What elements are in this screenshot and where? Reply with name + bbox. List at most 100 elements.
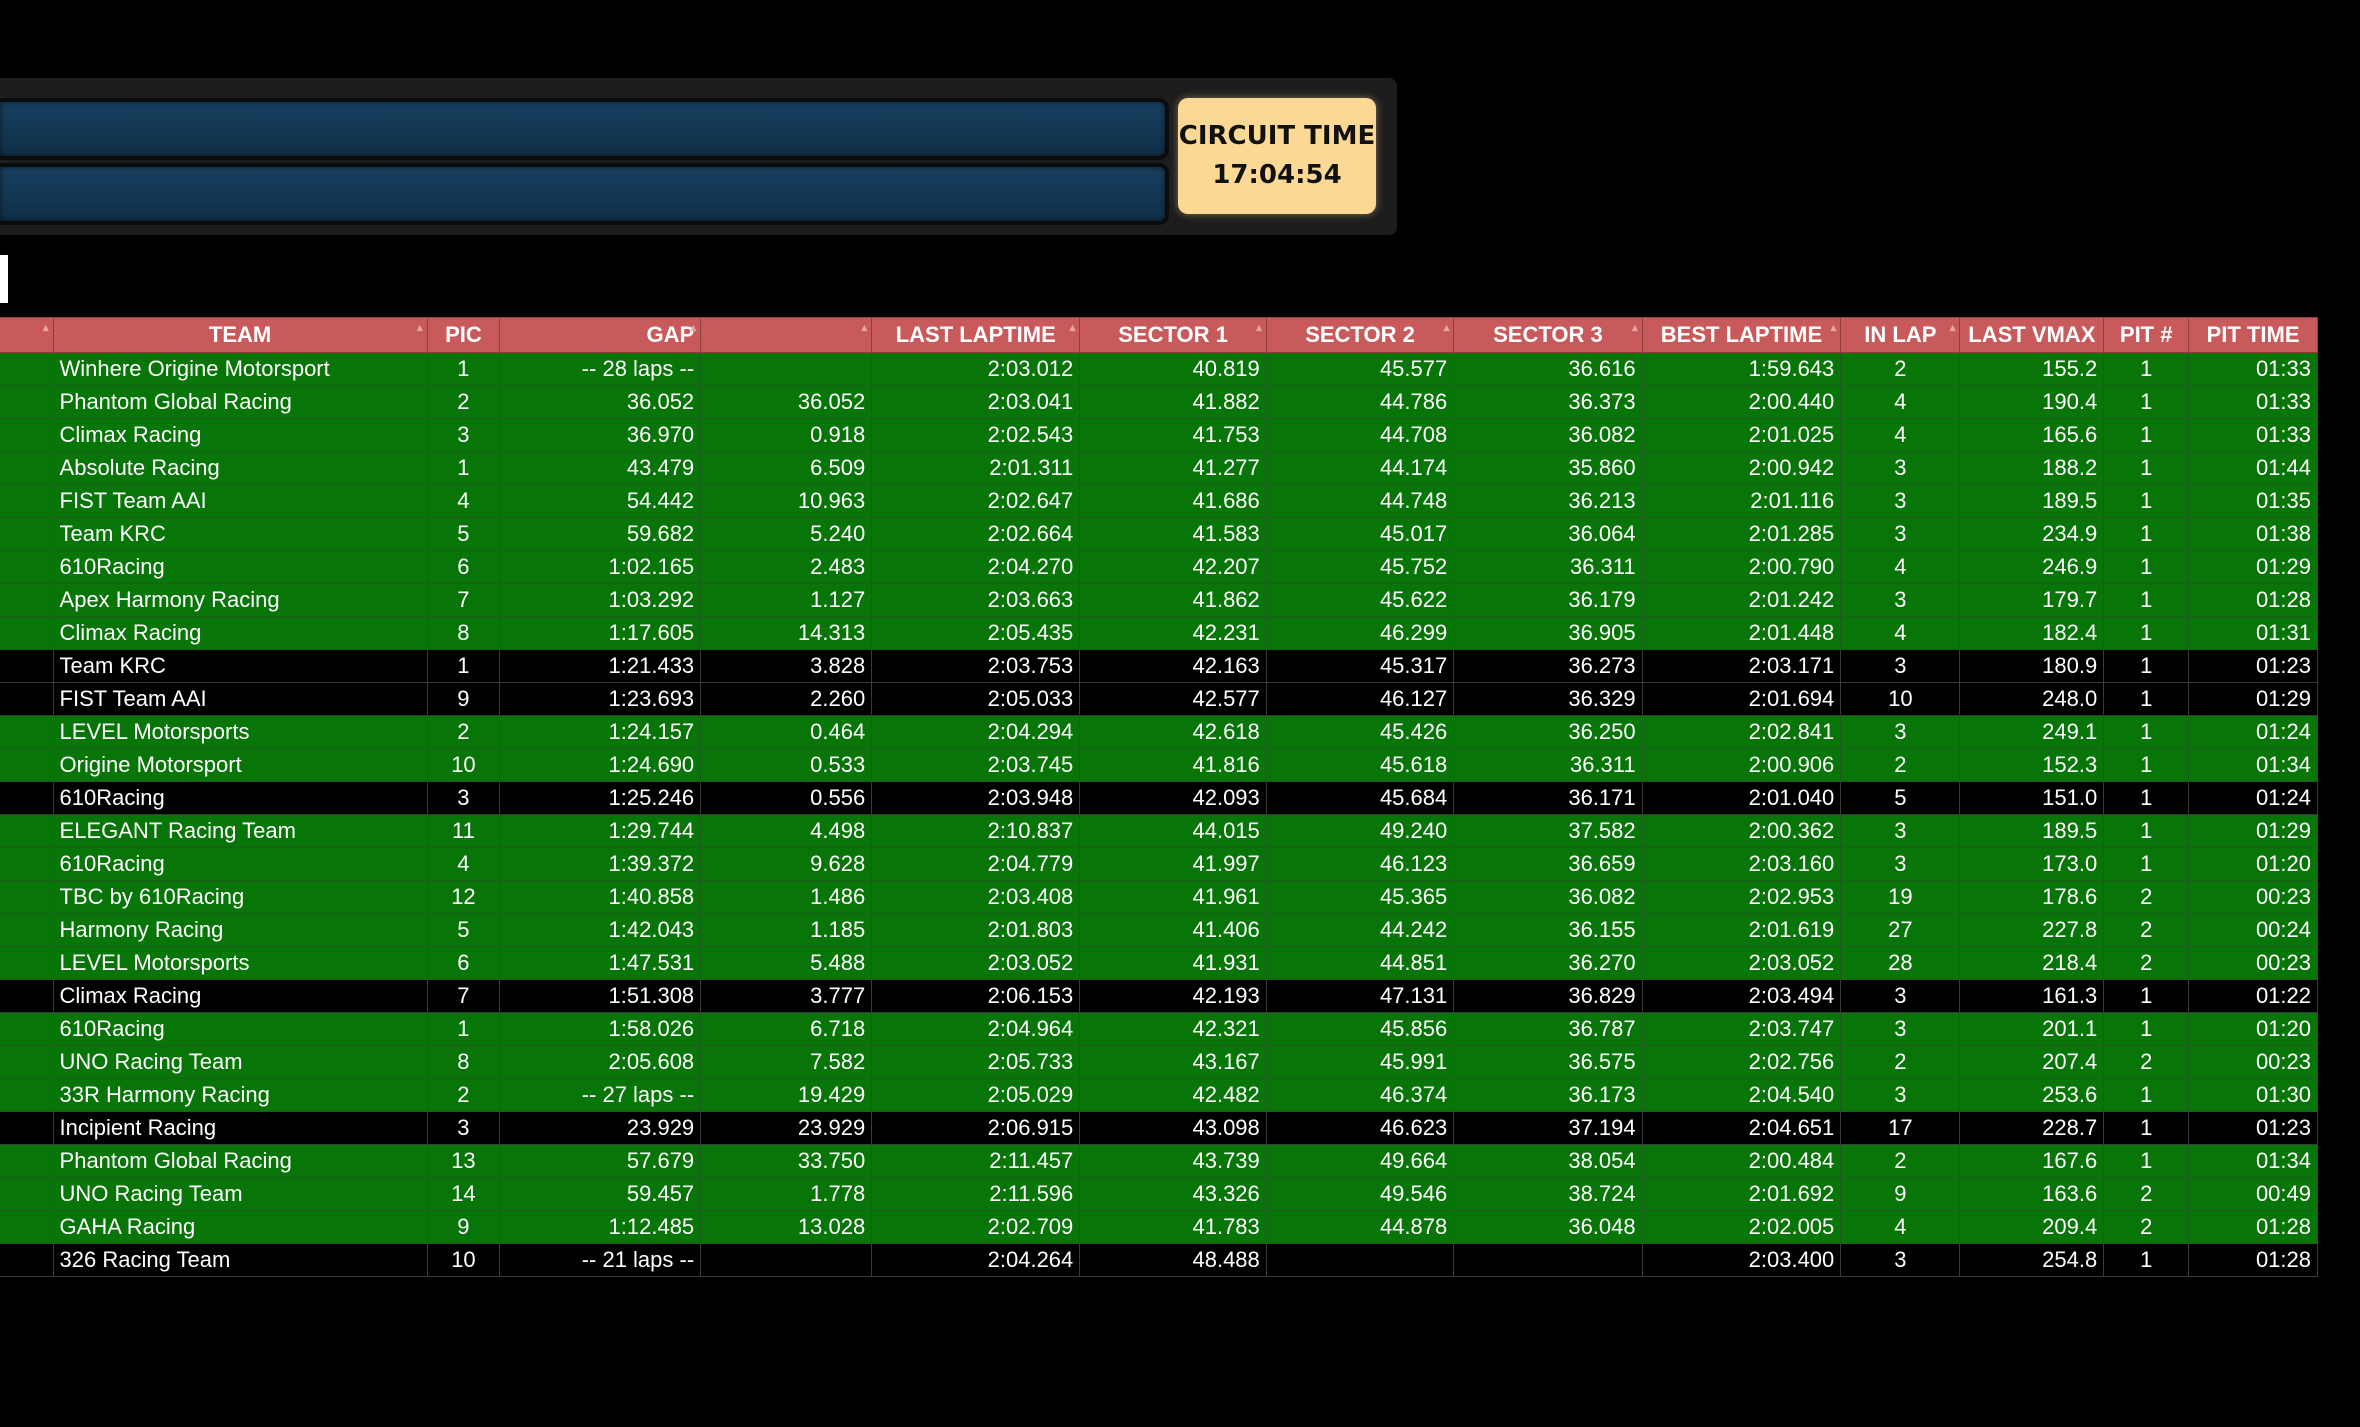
cell-in-lap: 2 xyxy=(1840,1045,1961,1079)
column-header-position[interactable]: ▴ xyxy=(0,317,54,353)
table-row[interactable]: Harmony Racing 5 1:42.043 1.185 2:01.803 41.4… xyxy=(0,913,2318,947)
column-header-sector-2[interactable]: SECTOR 2 ▴ xyxy=(1265,317,1455,353)
sort-icon[interactable]: ▴ xyxy=(43,322,49,334)
table-row[interactable]: Climax Racing 8 1:17.605 14.313 2:05.435 42.2… xyxy=(0,616,2318,650)
table-row[interactable]: TBC by 610Racing 12 1:40.858 1.486 2:03.408 4… xyxy=(0,880,2318,914)
cell-last-vmax: 227.8 xyxy=(1959,913,2105,947)
cell-sector-1: 43.326 xyxy=(1079,1177,1267,1211)
column-header-sector-1[interactable]: SECTOR 1 ▴ xyxy=(1079,317,1267,353)
sort-icon[interactable]: ▴ xyxy=(861,322,868,334)
column-header-gap[interactable]: GAP ▴ xyxy=(499,317,702,353)
cell-position xyxy=(0,1012,54,1046)
sort-icon[interactable]: ▴ xyxy=(1949,322,1956,334)
column-header-sector-3[interactable]: SECTOR 3 ▴ xyxy=(1453,317,1643,353)
table-row[interactable]: Climax Racing 7 1:51.308 3.777 2:06.153 42.19… xyxy=(0,979,2318,1013)
cell-sector-2: 44.708 xyxy=(1265,418,1455,452)
cell-sector-2: 45.684 xyxy=(1265,781,1455,815)
table-row[interactable]: Winhere Origine Motorsport 1 -- 28 laps --… xyxy=(0,352,2318,386)
column-header-pit-count[interactable]: PIT # xyxy=(2103,317,2190,353)
cell-pit-count: 1 xyxy=(2103,814,2190,848)
cell-last-vmax: 189.5 xyxy=(1959,484,2105,518)
sort-icon[interactable]: ▴ xyxy=(1830,322,1837,334)
cell-sector-3: 36.048 xyxy=(1453,1210,1643,1244)
cell-pic: 1 xyxy=(426,1012,501,1046)
cell-last-vmax: 190.4 xyxy=(1959,385,2105,419)
sort-icon[interactable]: ▴ xyxy=(417,322,423,334)
table-row[interactable]: 610Racing 3 1:25.246 0.556 2:03.948 42.093 45.… xyxy=(0,781,2318,815)
cell-in-lap: 10 xyxy=(1840,682,1961,716)
table-row[interactable]: Team KRC 5 59.682 5.240 2:02.664 41.583 45.017… xyxy=(0,517,2318,551)
table-row[interactable]: LEVEL Motorsports 6 1:47.531 5.488 2:03.052 4… xyxy=(0,946,2318,980)
cell-position xyxy=(0,616,54,650)
table-row[interactable]: FIST Team AAI 4 54.442 10.963 2:02.647 41.686… xyxy=(0,484,2318,518)
cell-gap: 1:40.858 xyxy=(499,880,702,914)
table-row[interactable]: GAHA Racing 9 1:12.485 13.028 2:02.709 41.783… xyxy=(0,1210,2318,1244)
cell-team: 610Racing xyxy=(52,847,428,881)
cell-last-laptime: 2:05.733 xyxy=(871,1045,1081,1079)
table-row[interactable]: Absolute Racing 1 43.479 6.509 2:01.311 41.27… xyxy=(0,451,2318,485)
table-row[interactable]: Incipient Racing 3 23.929 23.929 2:06.915 43.… xyxy=(0,1111,2318,1145)
cell-pit-time: 00:23 xyxy=(2188,1045,2318,1079)
column-header-interval[interactable]: ▴ xyxy=(700,317,873,353)
cell-sector-3: 36.155 xyxy=(1453,913,1643,947)
cell-gap: 2:05.608 xyxy=(499,1045,702,1079)
cell-sector-2: 45.622 xyxy=(1265,583,1455,617)
cell-in-lap: 3 xyxy=(1840,583,1961,617)
table-row[interactable]: Phantom Global Racing 13 57.679 33.750 2:11.… xyxy=(0,1144,2318,1178)
cell-position xyxy=(0,649,54,683)
column-header-last-laptime[interactable]: LAST LAPTIME ▴ xyxy=(871,317,1081,353)
column-header-pic[interactable]: PIC xyxy=(426,317,501,353)
sort-icon[interactable]: ▴ xyxy=(1632,322,1638,334)
cell-sector-2: 46.123 xyxy=(1265,847,1455,881)
table-row[interactable]: 610Racing 6 1:02.165 2.483 2:04.270 42.207 45.… xyxy=(0,550,2318,584)
table-row[interactable]: ELEGANT Racing Team 11 1:29.744 4.498 2:10.8… xyxy=(0,814,2318,848)
column-header-last-vmax[interactable]: LAST VMAX xyxy=(1959,317,2105,353)
cell-in-lap: 28 xyxy=(1840,946,1961,980)
cell-best-laptime: 2:02.841 xyxy=(1641,715,1842,749)
cell-sector-1: 40.819 xyxy=(1079,352,1267,386)
table-row[interactable]: UNO Racing Team 14 59.457 1.778 2:11.596 43.3… xyxy=(0,1177,2318,1211)
cell-sector-3: 36.659 xyxy=(1453,847,1643,881)
column-header-team[interactable]: TEAM ▴ xyxy=(52,317,428,353)
cell-gap: 1:39.372 xyxy=(499,847,702,881)
cell-gap: 59.682 xyxy=(499,517,702,551)
cell-pic: 9 xyxy=(426,1210,501,1244)
table-row[interactable]: LEVEL Motorsports 2 1:24.157 0.464 2:04.294 4… xyxy=(0,715,2318,749)
table-row[interactable]: Origine Motorsport 10 1:24.690 0.533 2:03.74… xyxy=(0,748,2318,782)
column-header-best-laptime[interactable]: BEST LAPTIME ▴ xyxy=(1641,317,1842,353)
table-row[interactable]: Climax Racing 3 36.970 0.918 2:02.543 41.753 4… xyxy=(0,418,2318,452)
sort-icon[interactable]: ▴ xyxy=(1443,322,1450,334)
table-row[interactable]: 610Racing 4 1:39.372 9.628 2:04.779 41.997 46.… xyxy=(0,847,2318,881)
sort-icon[interactable]: ▴ xyxy=(690,322,697,334)
cell-in-lap: 2 xyxy=(1840,1144,1961,1178)
cell-pit-count: 2 xyxy=(2103,880,2190,914)
table-row[interactable]: UNO Racing Team 8 2:05.608 7.582 2:05.733 43.… xyxy=(0,1045,2318,1079)
cell-best-laptime: 2:03.400 xyxy=(1641,1243,1842,1277)
cell-gap: 1:25.246 xyxy=(499,781,702,815)
table-row[interactable]: 610Racing 1 1:58.026 6.718 2:04.964 42.321 45.… xyxy=(0,1012,2318,1046)
cell-position xyxy=(0,913,54,947)
cell-gap: -- 28 laps -- xyxy=(499,352,702,386)
table-row[interactable]: Team KRC 1 1:21.433 3.828 2:03.753 42.163 45.3… xyxy=(0,649,2318,683)
cell-last-vmax: 167.6 xyxy=(1959,1144,2105,1178)
cell-sector-2 xyxy=(1265,1243,1455,1277)
cell-sector-3: 36.311 xyxy=(1453,748,1643,782)
table-row[interactable]: 33R Harmony Racing 2 -- 27 laps -- 19.429 2:… xyxy=(0,1078,2318,1112)
cell-pit-time: 01:28 xyxy=(2188,1210,2318,1244)
cell-best-laptime: 2:01.692 xyxy=(1641,1177,1842,1211)
column-header-in-lap[interactable]: IN LAP ▴ xyxy=(1840,317,1961,353)
sort-icon[interactable]: ▴ xyxy=(1069,322,1076,334)
cell-pit-time: 00:23 xyxy=(2188,880,2318,914)
sort-icon[interactable]: ▴ xyxy=(1256,322,1262,334)
table-row[interactable]: Apex Harmony Racing 7 1:03.292 1.127 2:03.66… xyxy=(0,583,2318,617)
cell-sector-1: 41.686 xyxy=(1079,484,1267,518)
table-row[interactable]: Phantom Global Racing 2 36.052 36.052 2:03.0… xyxy=(0,385,2318,419)
table-row[interactable]: FIST Team AAI 9 1:23.693 2.260 2:05.033 42.57… xyxy=(0,682,2318,716)
column-header-pit-time[interactable]: PIT TIME xyxy=(2188,317,2318,353)
cell-position xyxy=(0,517,54,551)
cell-sector-2: 46.127 xyxy=(1265,682,1455,716)
cell-sector-1: 43.167 xyxy=(1079,1045,1267,1079)
table-row[interactable]: 326 Racing Team 10 -- 21 laps -- 2:04.264 48… xyxy=(0,1243,2318,1277)
cell-gap: 36.052 xyxy=(499,385,702,419)
cell-sector-2: 44.242 xyxy=(1265,913,1455,947)
